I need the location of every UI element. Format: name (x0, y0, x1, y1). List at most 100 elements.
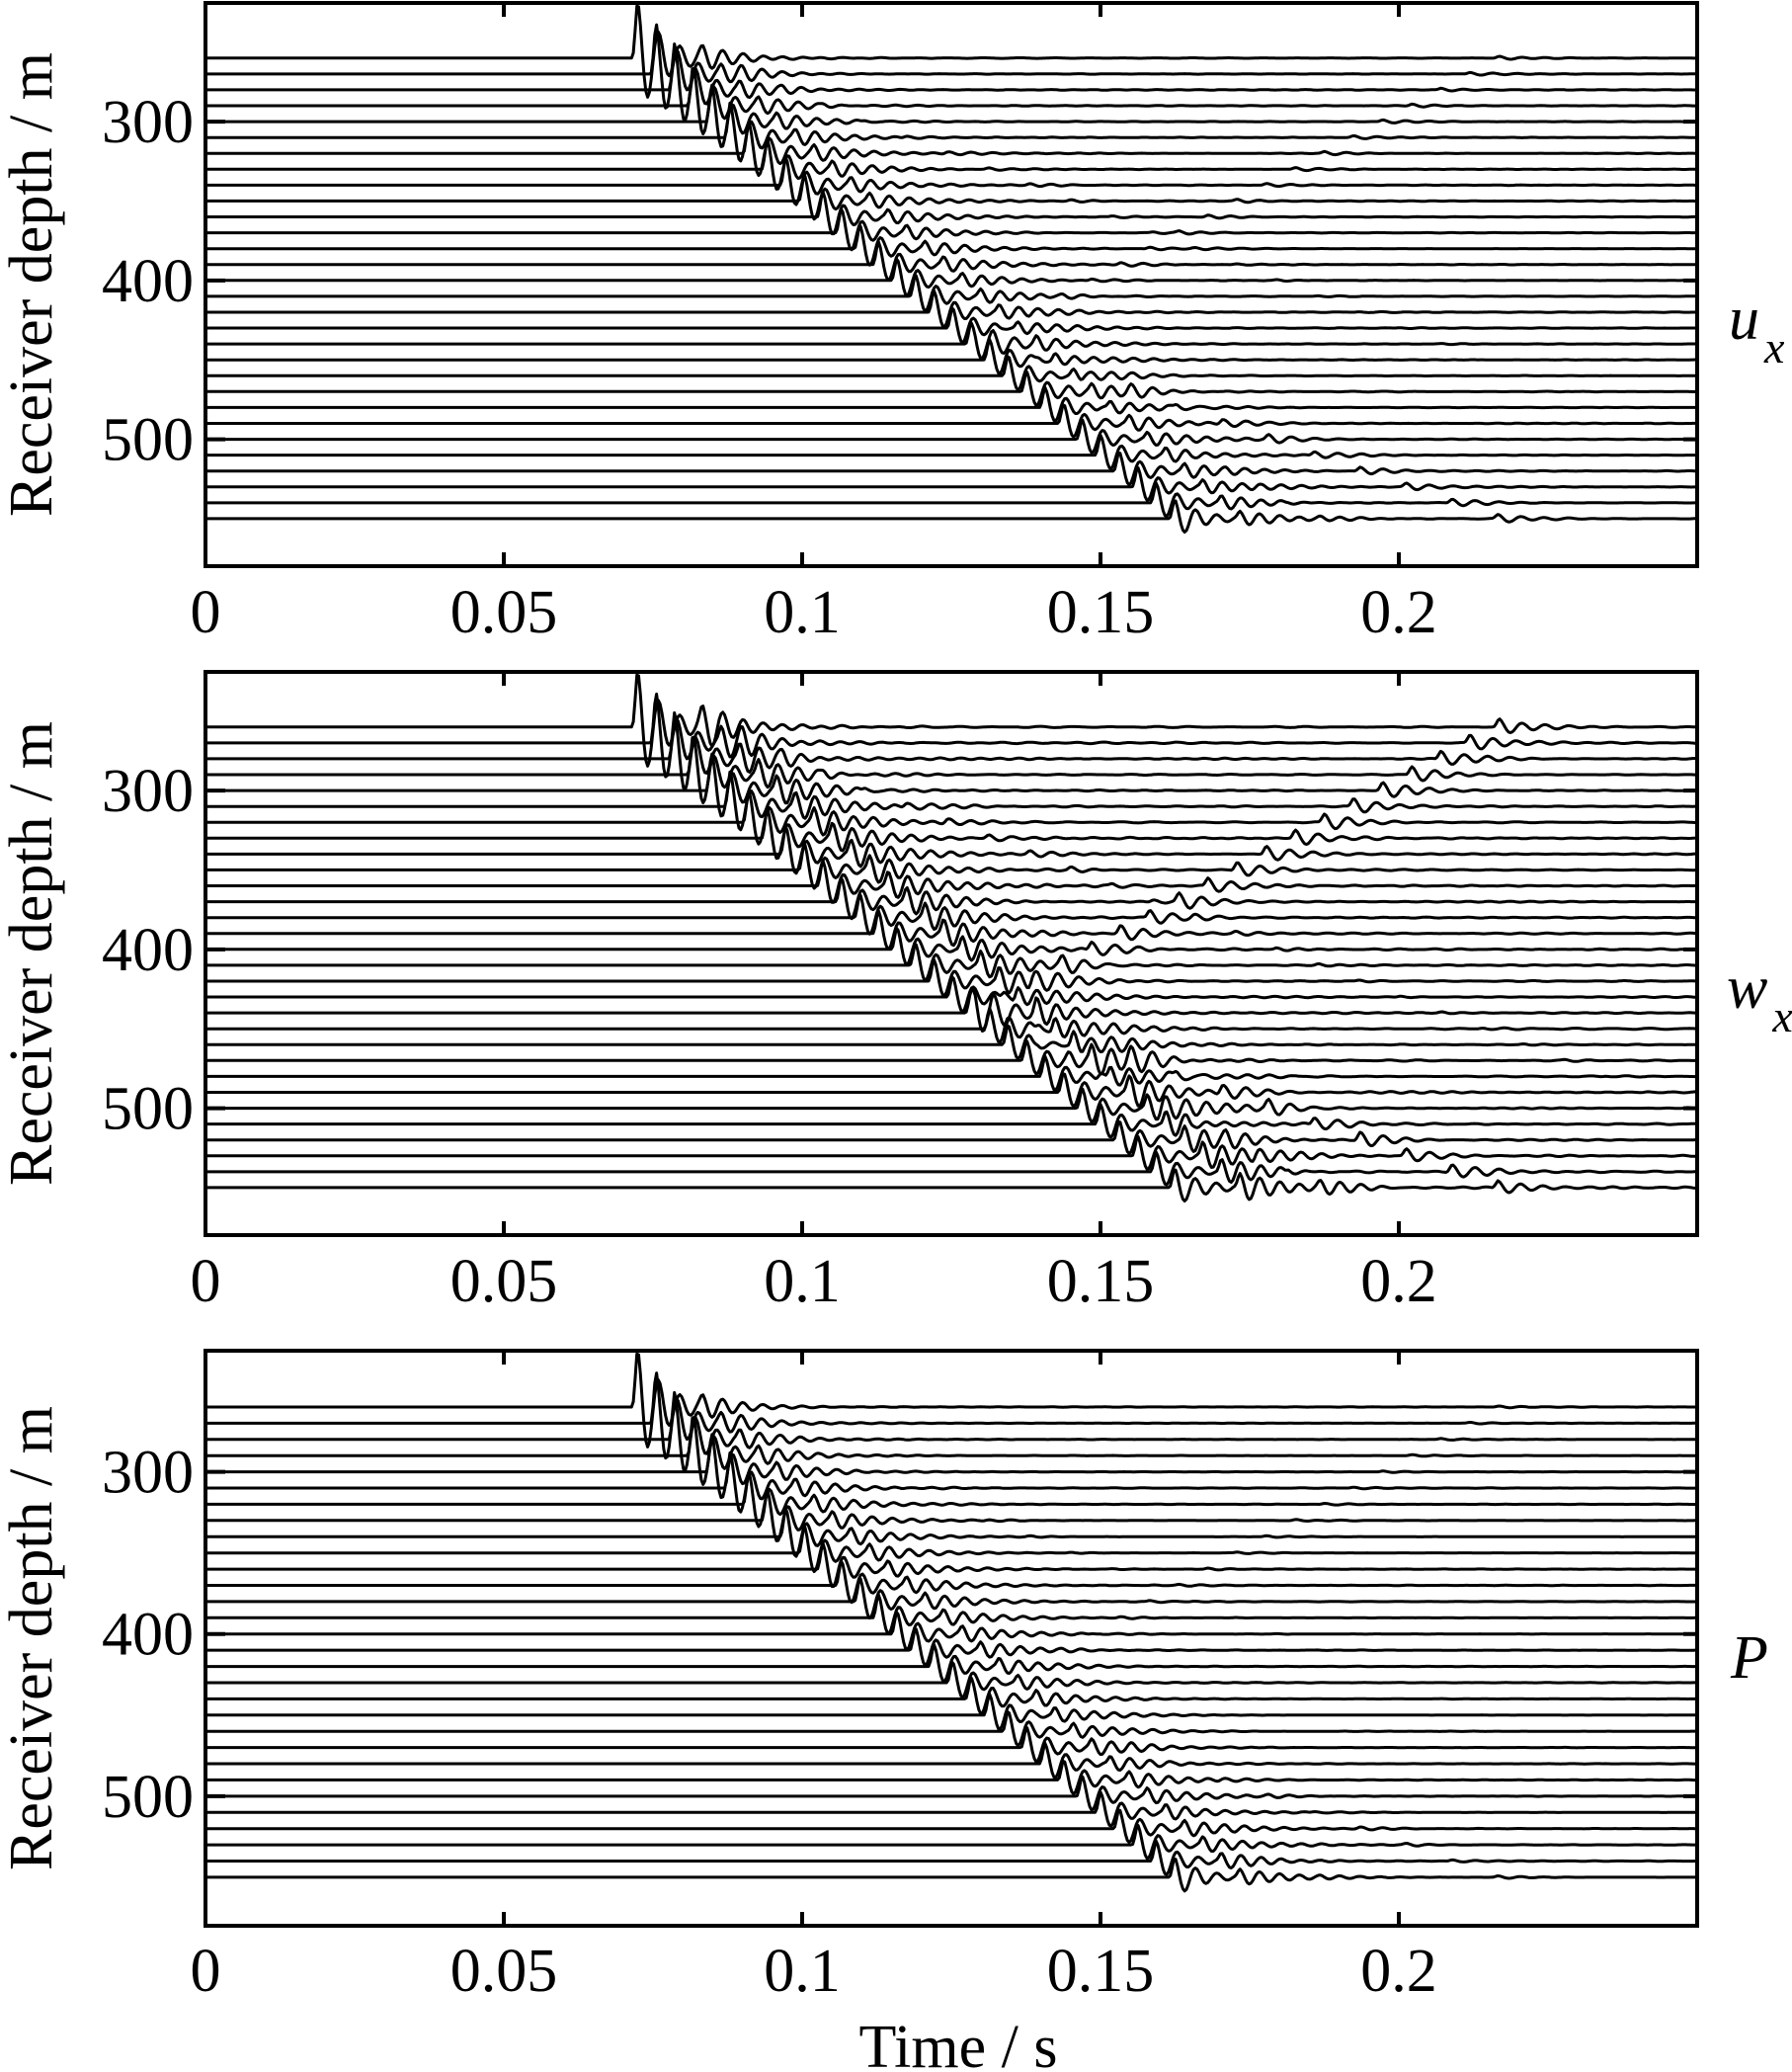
seismic-trace (205, 1433, 1697, 1500)
y-tick-label: 400 (102, 1602, 194, 1669)
y-tick-label: 400 (102, 917, 194, 984)
seismic-trace (205, 1693, 1697, 1731)
x-tick-label: 0.2 (1360, 1248, 1437, 1315)
x-tick-label: 0.15 (1047, 1248, 1155, 1315)
seismic-trace (205, 1759, 1697, 1796)
seismic-trace (205, 371, 1697, 407)
panel-label-wx-sub: x (1771, 991, 1792, 1041)
seismic-trace (205, 207, 1697, 252)
panel-p-ticks (204, 1351, 1697, 1926)
panel-label-ux-sub: x (1763, 322, 1785, 373)
x-tick-label: 0.2 (1360, 1938, 1437, 2005)
seismic-trace (205, 735, 1697, 804)
seismic-trace (205, 499, 1697, 534)
panel-label-wx-main: w (1727, 954, 1767, 1022)
y-tick-label: 300 (102, 1440, 194, 1507)
seismic-trace (205, 175, 1697, 221)
y-tick-label: 300 (102, 758, 194, 825)
seismic-trace (205, 673, 1697, 768)
seismic-trace (205, 1119, 1697, 1155)
seismic-trace (205, 224, 1697, 267)
panel-ux-ticks (204, 3, 1697, 566)
seismic-trace (205, 403, 1697, 439)
seismic-trace (205, 1472, 1697, 1529)
seismic-trace (205, 66, 1697, 135)
seismic-trace (205, 434, 1697, 470)
panel-ux-traces (205, 4, 1697, 534)
x-tick-label: 0.05 (450, 579, 558, 646)
seismic-trace (205, 1808, 1697, 1845)
seismic-trace (205, 1507, 1697, 1558)
seismic-trace (205, 1790, 1697, 1828)
seismic-trace (205, 1006, 1697, 1044)
seismic-trace (205, 1610, 1697, 1652)
seismic-trace (205, 355, 1697, 391)
panel-ux-box (204, 1, 1699, 568)
seismic-trace (205, 770, 1697, 832)
panel-p: 0 0.05 0.1 0.15 0.2 300 400 500 (102, 1349, 1699, 2005)
seismic-trace (205, 987, 1697, 1033)
seismic-trace (205, 1709, 1697, 1748)
seismic-trace (205, 1416, 1697, 1486)
seismic-trace (205, 1024, 1697, 1060)
panel-label-p: P (1730, 1624, 1768, 1692)
seismic-trace (205, 1135, 1697, 1171)
seismic-trace (205, 1839, 1697, 1876)
seismic-trace (205, 4, 1697, 99)
seismic-trace (205, 943, 1697, 982)
seismic-trace (205, 1352, 1697, 1449)
seismic-trace (205, 1371, 1697, 1460)
panel-wx-traces (205, 673, 1697, 1202)
seismic-trace (205, 859, 1697, 904)
seismic-trace (205, 306, 1697, 345)
seismic-trace (205, 23, 1697, 110)
seismic-trace (205, 1824, 1697, 1861)
seismic-trace (205, 1054, 1697, 1092)
panel-ux: 0 0.05 0.1 0.15 0.2 300 400 500 (102, 1, 1699, 646)
seismic-trace (205, 1450, 1697, 1514)
x-tick-label: 0 (191, 1248, 221, 1315)
seismic-trace (205, 1087, 1697, 1123)
seismic-trace (205, 1577, 1697, 1620)
panels-dynamic-layer: 0 0.05 0.1 0.15 0.2 300 400 500 0 0.05 0.1 0.15 0.2 3… (102, 1, 1699, 2005)
seismic-trace (205, 274, 1697, 313)
seismic-trace (205, 710, 1697, 791)
seismic-trace (205, 42, 1697, 123)
panel-wx-box (204, 670, 1699, 1237)
panel-p-traces (205, 1352, 1697, 1893)
seismic-trace (205, 807, 1697, 861)
seismic-trace (205, 1627, 1697, 1667)
seismic-trace (205, 155, 1697, 207)
panel-label-ux-main: u (1729, 286, 1759, 353)
seismic-trace (205, 122, 1697, 177)
seismic-trace (205, 1741, 1697, 1780)
seismic-trace (205, 824, 1697, 875)
seismic-trace (205, 481, 1697, 518)
panel-wx: 0 0.05 0.1 0.15 0.2 300 400 500 (102, 670, 1699, 1315)
y-tick-label: 400 (102, 248, 194, 315)
panel-wx-ticks (204, 672, 1697, 1235)
x-tick-label: 0 (191, 1938, 221, 2005)
seismic-trace (205, 1775, 1697, 1812)
x-tick-label: 0.05 (450, 1248, 558, 1315)
seismic-trace (205, 1526, 1697, 1574)
seismic-trace (205, 791, 1697, 846)
seismic-trace (205, 1726, 1697, 1764)
seismic-trace (205, 1103, 1697, 1139)
x-tick-label: 0.05 (450, 1938, 558, 2005)
seismic-trace (205, 257, 1697, 297)
seismic-trace (205, 893, 1697, 936)
x-tick-label: 0.1 (764, 579, 841, 646)
seismic-trace (205, 240, 1697, 282)
seismic-trace (205, 926, 1697, 966)
seismic-trace (205, 1072, 1697, 1109)
seismic-trace (205, 418, 1697, 455)
seismic-trace (205, 909, 1697, 951)
seismic-trace (205, 338, 1697, 375)
seismic-trace (205, 451, 1697, 487)
seismic-trace (205, 385, 1697, 423)
